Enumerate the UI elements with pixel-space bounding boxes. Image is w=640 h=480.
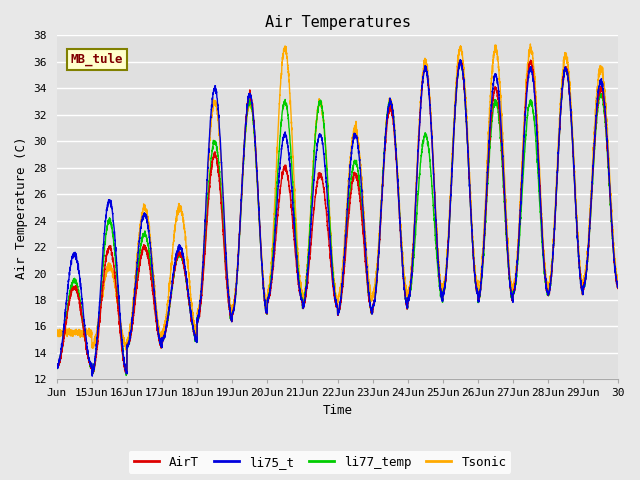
- Tsonic: [388, 107, 396, 112]
- li75_t: [614, 282, 622, 288]
- Line: Tsonic: Tsonic: [57, 44, 618, 350]
- li75_t: [358, 198, 366, 204]
- li75_t: [492, 72, 500, 77]
- Tsonic: [614, 276, 622, 282]
- li75_t: [534, 146, 541, 152]
- li77_temp: [122, 372, 130, 378]
- Tsonic: [53, 328, 61, 334]
- Tsonic: [519, 137, 527, 143]
- Y-axis label: Air Temperature (C): Air Temperature (C): [15, 136, 28, 278]
- Line: AirT: AirT: [57, 60, 618, 374]
- li75_t: [88, 373, 96, 379]
- Tsonic: [534, 129, 541, 134]
- X-axis label: Time: Time: [323, 404, 353, 417]
- li77_temp: [492, 99, 500, 105]
- Title: Air Temperatures: Air Temperatures: [264, 15, 410, 30]
- li77_temp: [457, 58, 465, 63]
- Tsonic: [492, 42, 499, 48]
- Line: li77_temp: li77_temp: [57, 60, 618, 375]
- AirT: [534, 141, 541, 146]
- Tsonic: [527, 41, 534, 47]
- AirT: [170, 274, 177, 279]
- AirT: [520, 145, 527, 151]
- li77_temp: [614, 286, 622, 291]
- li75_t: [170, 272, 177, 277]
- li77_temp: [388, 109, 396, 115]
- Tsonic: [358, 190, 366, 196]
- AirT: [456, 57, 464, 63]
- li77_temp: [534, 168, 541, 174]
- Text: MB_tule: MB_tule: [71, 53, 124, 66]
- Legend: AirT, li75_t, li77_temp, Tsonic: AirT, li75_t, li77_temp, Tsonic: [129, 451, 511, 474]
- li75_t: [456, 57, 464, 62]
- li77_temp: [53, 364, 61, 370]
- AirT: [388, 115, 396, 120]
- li77_temp: [358, 215, 366, 221]
- Line: li75_t: li75_t: [57, 60, 618, 376]
- AirT: [88, 372, 96, 377]
- li77_temp: [170, 275, 177, 280]
- AirT: [492, 85, 500, 91]
- li77_temp: [520, 171, 527, 177]
- Tsonic: [170, 240, 177, 245]
- AirT: [614, 284, 622, 289]
- AirT: [53, 361, 61, 367]
- li75_t: [388, 108, 396, 114]
- li75_t: [53, 364, 61, 370]
- Tsonic: [122, 347, 129, 353]
- AirT: [358, 222, 366, 228]
- li75_t: [520, 148, 527, 154]
